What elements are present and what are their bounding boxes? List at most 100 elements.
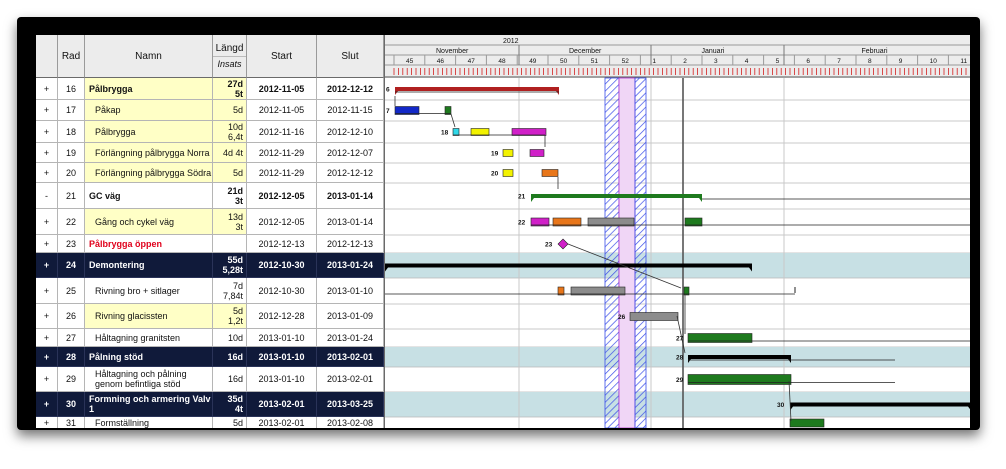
task-end-date[interactable]: 2013-02-08 [317,417,384,428]
expand-toggle[interactable]: + [36,367,58,392]
task-name[interactable]: Håltagning granitsten [85,329,213,347]
task-start-date[interactable]: 2012-12-05 [247,183,317,209]
task-name[interactable]: Håltagning och pålning genom befintliga … [85,367,213,392]
task-name[interactable]: Formning och armering Valv 1 [85,392,213,417]
expand-toggle[interactable]: + [36,100,58,121]
task-end-date[interactable]: 2013-03-25 [317,392,384,417]
expand-toggle[interactable]: - [36,183,58,209]
task-name[interactable]: Påkap [85,100,213,121]
end-column-header[interactable]: Slut [317,35,384,78]
task-name[interactable]: Formställning [85,417,213,428]
expand-toggle[interactable]: + [36,253,58,278]
table-row[interactable]: +27 Håltagning granitsten 10d 2013-01-10 201… [36,329,384,347]
table-row[interactable]: +16 Pålbrygga 27d 5t 2012-11-05 2012-12-12 [36,78,384,100]
task-duration[interactable]: 27d 5t [213,78,247,100]
task-start-date[interactable]: 2012-11-05 [247,100,317,121]
task-end-date[interactable]: 2013-01-24 [317,253,384,278]
expand-toggle[interactable]: + [36,278,58,304]
task-end-date[interactable]: 2013-02-01 [317,367,384,392]
task-start-date[interactable]: 2012-11-16 [247,121,317,143]
expand-toggle[interactable]: + [36,417,58,428]
task-duration[interactable]: 7d 7,84t [213,278,247,304]
task-end-date[interactable]: 2013-01-10 [317,278,384,304]
task-start-date[interactable]: 2012-10-30 [247,278,317,304]
expand-toggle[interactable]: + [36,78,58,100]
task-duration[interactable]: 10d 6,4t [213,121,247,143]
task-duration[interactable]: 5d [213,163,247,183]
task-end-date[interactable]: 2012-12-10 [317,121,384,143]
task-duration[interactable]: 16d [213,347,247,367]
table-row[interactable]: +29 Håltagning och pålning genom befintli… [36,367,384,392]
table-row[interactable]: +24 Demontering 55d 5,28t 2012-10-30 2013-01-… [36,253,384,278]
task-name[interactable]: Pålbrygga [85,121,213,143]
task-start-date[interactable]: 2013-01-10 [247,367,317,392]
table-row[interactable]: +22 Gång och cykel väg 13d 3t 2012-12-05 2013… [36,209,384,235]
expand-toggle[interactable]: + [36,235,58,253]
expand-toggle[interactable]: + [36,163,58,183]
expand-toggle[interactable]: + [36,329,58,347]
task-start-date[interactable]: 2012-11-05 [247,78,317,100]
task-start-date[interactable]: 2013-02-01 [247,392,317,417]
table-row[interactable]: +19 Förlängning pålbrygga Norra 4d 4t 2012-… [36,143,384,163]
task-end-date[interactable]: 2013-01-14 [317,209,384,235]
task-duration[interactable]: 35d 4t [213,392,247,417]
table-row[interactable]: +17 Påkap 5d 2012-11-05 2012-11-15 [36,100,384,121]
task-duration[interactable]: 5d [213,417,247,428]
task-start-date[interactable]: 2012-12-13 [247,235,317,253]
expand-toggle[interactable]: + [36,209,58,235]
expand-toggle[interactable]: + [36,347,58,367]
expand-toggle[interactable]: + [36,121,58,143]
task-name[interactable]: Rivning glacissten [85,304,213,329]
task-duration[interactable]: 21d 3t [213,183,247,209]
expand-toggle[interactable]: + [36,143,58,163]
table-row[interactable]: +25 Rivning bro + sitlager 7d 7,84t 2012-10-… [36,278,384,304]
gantt-chart[interactable]: 2012 November December Januari Februari 45 46 4… [384,35,970,428]
task-name[interactable]: Rivning bro + sitlager [85,278,213,304]
name-column-header[interactable]: Namn [85,35,213,78]
table-row[interactable]: +31 Formställning 5d 2013-02-01 2013-02-08 [36,417,384,428]
table-row[interactable]: +23 Pålbrygga öppen 2012-12-13 2012-12-13 [36,235,384,253]
task-end-date[interactable]: 2012-11-15 [317,100,384,121]
task-start-date[interactable]: 2012-11-29 [247,163,317,183]
task-duration[interactable]: 10d [213,329,247,347]
task-start-date[interactable]: 2012-12-28 [247,304,317,329]
task-duration[interactable] [213,235,247,253]
task-end-date[interactable]: 2012-12-12 [317,163,384,183]
task-start-date[interactable]: 2012-11-29 [247,143,317,163]
task-end-date[interactable]: 2012-12-12 [317,78,384,100]
task-name[interactable]: Pålning stöd [85,347,213,367]
table-row[interactable]: -21 GC väg 21d 3t 2012-12-05 2013-01-14 [36,183,384,209]
task-name[interactable]: Förlängning pålbrygga Norra [85,143,213,163]
task-end-date[interactable]: 2012-12-07 [317,143,384,163]
rad-column-header[interactable]: Rad [58,35,85,78]
task-duration[interactable]: 5d [213,100,247,121]
task-name[interactable]: Pålbrygga öppen [85,235,213,253]
expand-toggle[interactable]: + [36,392,58,417]
task-end-date[interactable]: 2013-01-14 [317,183,384,209]
task-end-date[interactable]: 2013-02-01 [317,347,384,367]
task-duration[interactable]: 13d 3t [213,209,247,235]
task-start-date[interactable]: 2013-01-10 [247,347,317,367]
table-row[interactable]: +26 Rivning glacissten 5d 1,2t 2012-12-28 201… [36,304,384,329]
table-row[interactable]: +18 Pålbrygga 10d 6,4t 2012-11-16 2012-12-10 [36,121,384,143]
task-duration[interactable]: 55d 5,28t [213,253,247,278]
table-row[interactable]: +30 Formning och armering Valv 1 35d 4t 2013… [36,392,384,417]
task-name[interactable]: Pålbrygga [85,78,213,100]
table-row[interactable]: +20 Förlängning pålbrygga Södra 5d 2012-11-… [36,163,384,183]
task-duration[interactable]: 5d 1,2t [213,304,247,329]
task-end-date[interactable]: 2012-12-13 [317,235,384,253]
task-name[interactable]: GC väg [85,183,213,209]
task-start-date[interactable]: 2013-02-01 [247,417,317,428]
task-name[interactable]: Förlängning pålbrygga Södra [85,163,213,183]
task-start-date[interactable]: 2012-12-05 [247,209,317,235]
duration-column-header[interactable]: Längd Insats [213,35,247,78]
task-duration[interactable]: 4d 4t [213,143,247,163]
task-start-date[interactable]: 2012-10-30 [247,253,317,278]
task-name[interactable]: Demontering [85,253,213,278]
task-end-date[interactable]: 2013-01-24 [317,329,384,347]
task-end-date[interactable]: 2013-01-09 [317,304,384,329]
task-start-date[interactable]: 2013-01-10 [247,329,317,347]
table-row[interactable]: +28 Pålning stöd 16d 2013-01-10 2013-02-01 [36,347,384,367]
task-name[interactable]: Gång och cykel väg [85,209,213,235]
